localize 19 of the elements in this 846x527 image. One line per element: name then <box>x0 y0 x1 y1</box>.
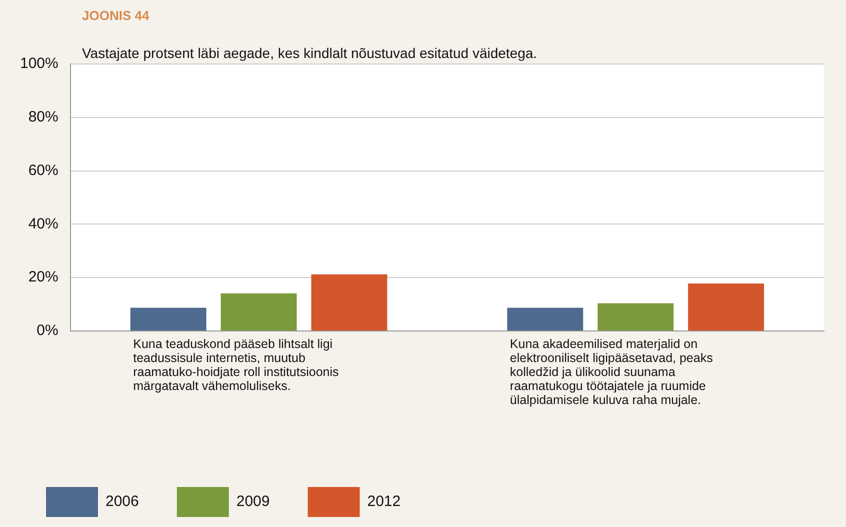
chart-subtitle: Vastajate protsent läbi aegade, kes kindlalt nõustuvad esitatud väidetega. <box>82 45 538 61</box>
legend-label: 2006 <box>106 493 139 510</box>
y-tick-label: 40% <box>28 215 58 232</box>
legend-label: 2009 <box>236 493 270 510</box>
y-tick-label: 100% <box>20 55 58 72</box>
bar <box>598 303 674 330</box>
y-tick-label: 60% <box>28 162 58 179</box>
chart-title: JOONIS 44 <box>82 8 150 23</box>
y-tick-label: 80% <box>28 108 58 126</box>
bar <box>220 293 297 330</box>
bar <box>688 283 764 330</box>
x-tick-label: Kuna akadeemilised materjalid on elektrooniliselt ligipääsetavad, peaks kolledžid ja ülikoolid suunama raamatukogu töötajatele ja ruumide ülalpidamisele kuluva raha mujale. <box>510 337 714 407</box>
x-tick-label: Kuna teaduskond pääseb lihtsalt ligi teadussisule internetis, muutub raamatuko-hoidjate roll institutsioonis märgatavalt vähemoluliseks. <box>133 337 340 393</box>
bar <box>311 274 388 330</box>
legend-label: 2012 <box>367 493 401 510</box>
y-tick-label: 0% <box>36 322 58 340</box>
y-tick-label: 20% <box>28 268 58 286</box>
bar <box>130 308 206 330</box>
bar <box>507 308 584 330</box>
